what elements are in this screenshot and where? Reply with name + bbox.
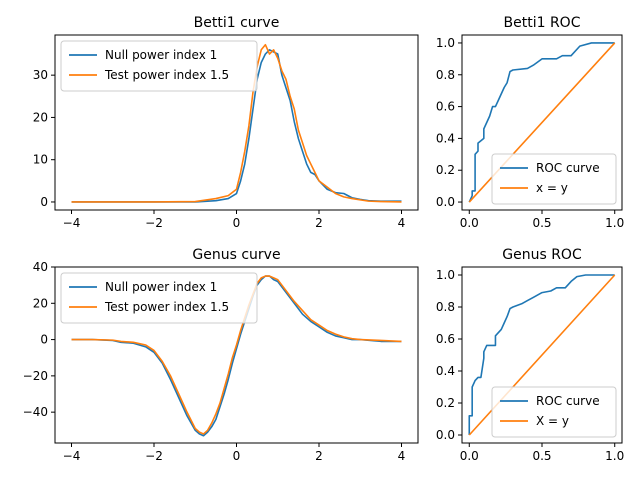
betti1-roc-y-tick-label: 0.0 [436,195,455,209]
betti1-curve-legend: Null power index 1 Test power index 1.5 [60,40,258,92]
genus-roc-y-tick-label: 0.6 [436,332,455,346]
genus-roc-legend-box [491,386,617,438]
betti1-roc-legend-box [491,153,617,205]
genus-roc-y-tick-label: 0.2 [436,396,455,410]
genus-curve-title: Genus curve [192,247,280,263]
betti1-curve-x-tick-label: −4 [63,216,81,230]
betti1-curve-legend-label: Null power index 1 [105,48,217,62]
genus-roc-x-tick-label: 0.5 [532,449,551,463]
genus-roc-x-tick-label: 1.0 [605,449,624,463]
genus-curve-series-blue-line [71,275,402,437]
betti1-roc-panel: 0.0 0.5 1.0 0.0 0.2 0.4 0.6 0.8 1.0 Betti1 ROC ROC… [436,15,624,230]
genus-curve-legend-label: Test power index 1.5 [104,300,229,314]
betti1-roc-x-tick-label: 1.0 [605,216,624,230]
genus-roc-y-tick-label: 0.0 [436,428,455,442]
genus-curve-series-orange-line [71,275,402,435]
genus-roc-title: Genus ROC [502,247,582,263]
betti1-curve-y-tick-label: 20 [33,110,48,124]
genus-curve-x-tick-label: 0 [233,449,241,463]
betti1-curve-legend-box [60,40,258,92]
genus-roc-y-tick-label: 1.0 [436,268,455,282]
genus-curve-y-tick-label: 20 [33,296,48,310]
genus-curve-legend: Null power index 1 Test power index 1.5 [60,272,258,324]
betti1-roc-legend: ROC curve x = y [491,153,617,205]
betti1-curve-x-tick-label: 0 [233,216,241,230]
betti1-curve-series-orange-line [71,43,402,203]
genus-roc-y-tick-label: 0.8 [436,300,455,314]
betti1-roc-series-blue-line [468,42,615,203]
genus-roc-x-tick-label: 0.0 [460,449,479,463]
betti1-roc-y-tick-label: 0.8 [436,68,455,82]
genus-curve-y-tick-label: 40 [33,260,48,274]
genus-curve-y-tick-label: 0 [40,333,48,347]
genus-curve-y-tick-label: −20 [23,369,48,383]
betti1-curve-x-tick-label: 2 [315,216,323,230]
genus-roc-y-tick-label: 0.4 [436,364,455,378]
betti1-roc-y-tick-label: 0.6 [436,100,455,114]
genus-curve-x-tick-label: 2 [315,449,323,463]
betti1-curve-x-tick-label: 4 [398,216,406,230]
genus-curve-legend-box [60,272,258,324]
betti1-curve-y-tick-label: 30 [33,68,48,82]
betti1-roc-x-tick-label: 0.5 [532,216,551,230]
genus-curve-x-tick-label: 4 [398,449,406,463]
genus-roc-legend: ROC curve X = y [491,386,617,438]
betti1-roc-x-tick-label: 0.0 [460,216,479,230]
betti1-curve-panel: −4 −2 0 2 4 0 10 20 30 Betti1 curve Null power ind… [33,15,419,230]
betti1-roc-title: Betti1 ROC [504,15,581,31]
betti1-roc-y-tick-label: 0.4 [436,131,455,145]
betti1-curve-title: Betti1 curve [194,15,280,31]
genus-roc-legend-label: ROC curve [536,394,600,408]
betti1-roc-y-tick-label: 0.2 [436,163,455,177]
betti1-roc-legend-label: x = y [536,181,568,195]
betti1-roc-legend-label: ROC curve [536,161,600,175]
genus-roc-panel: 0.0 0.5 1.0 0.0 0.2 0.4 0.6 0.8 1.0 Genus ROC ROC … [436,247,624,463]
genus-roc-legend-label: X = y [536,414,569,428]
genus-curve-x-tick-label: −4 [63,449,81,463]
betti1-curve-x-tick-label: −2 [145,216,163,230]
genus-curve-x-tick-label: −2 [145,449,163,463]
betti1-roc-y-tick-label: 1.0 [436,36,455,50]
betti1-curve-y-tick-label: 10 [33,153,48,167]
genus-roc-series-blue-line [468,274,615,435]
betti1-curve-legend-label: Test power index 1.5 [104,68,229,82]
genus-curve-y-tick-label: −40 [23,405,48,419]
betti1-curve-y-tick-label: 0 [40,195,48,209]
genus-curve-legend-label: Null power index 1 [105,280,217,294]
betti1-curve-series-blue-line [71,48,402,203]
